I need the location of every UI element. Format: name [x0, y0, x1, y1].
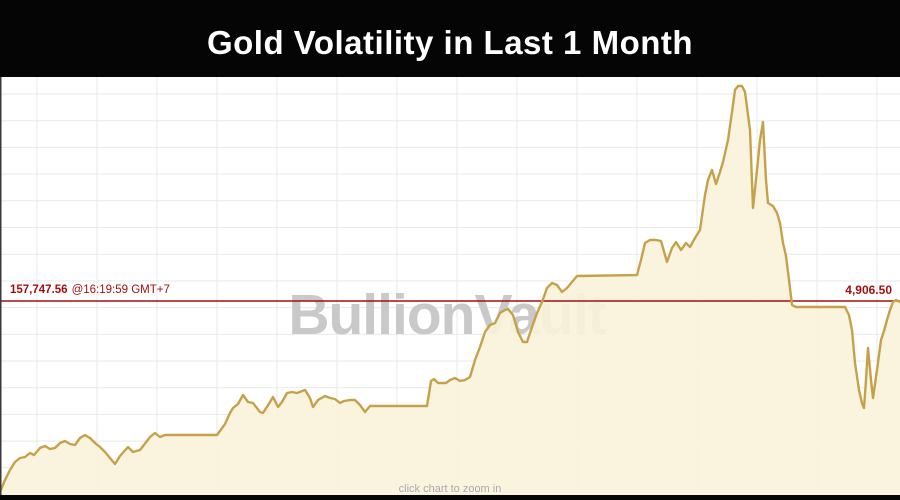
- page-title: Gold Volatility in Last 1 Month: [206, 23, 694, 61]
- reference-price-label-left: 157,747.56 @16:19:59 GMT+7: [10, 284, 170, 296]
- reference-price-timestamp: @16:19:59 GMT+7: [71, 284, 170, 296]
- price-line: [0, 84, 900, 494]
- zoom-hint-text[interactable]: click chart to zoom in: [398, 483, 502, 495]
- header-bar: Gold Volatility in Last 1 Month: [0, 0, 900, 77]
- price-area-fill: [0, 86, 900, 495]
- left-axis-border: [0, 77, 2, 495]
- footer-bar: [0, 495, 900, 500]
- reference-price-label-right: 4,906.50: [845, 283, 892, 297]
- reference-price-value: 157,747.56: [10, 284, 68, 296]
